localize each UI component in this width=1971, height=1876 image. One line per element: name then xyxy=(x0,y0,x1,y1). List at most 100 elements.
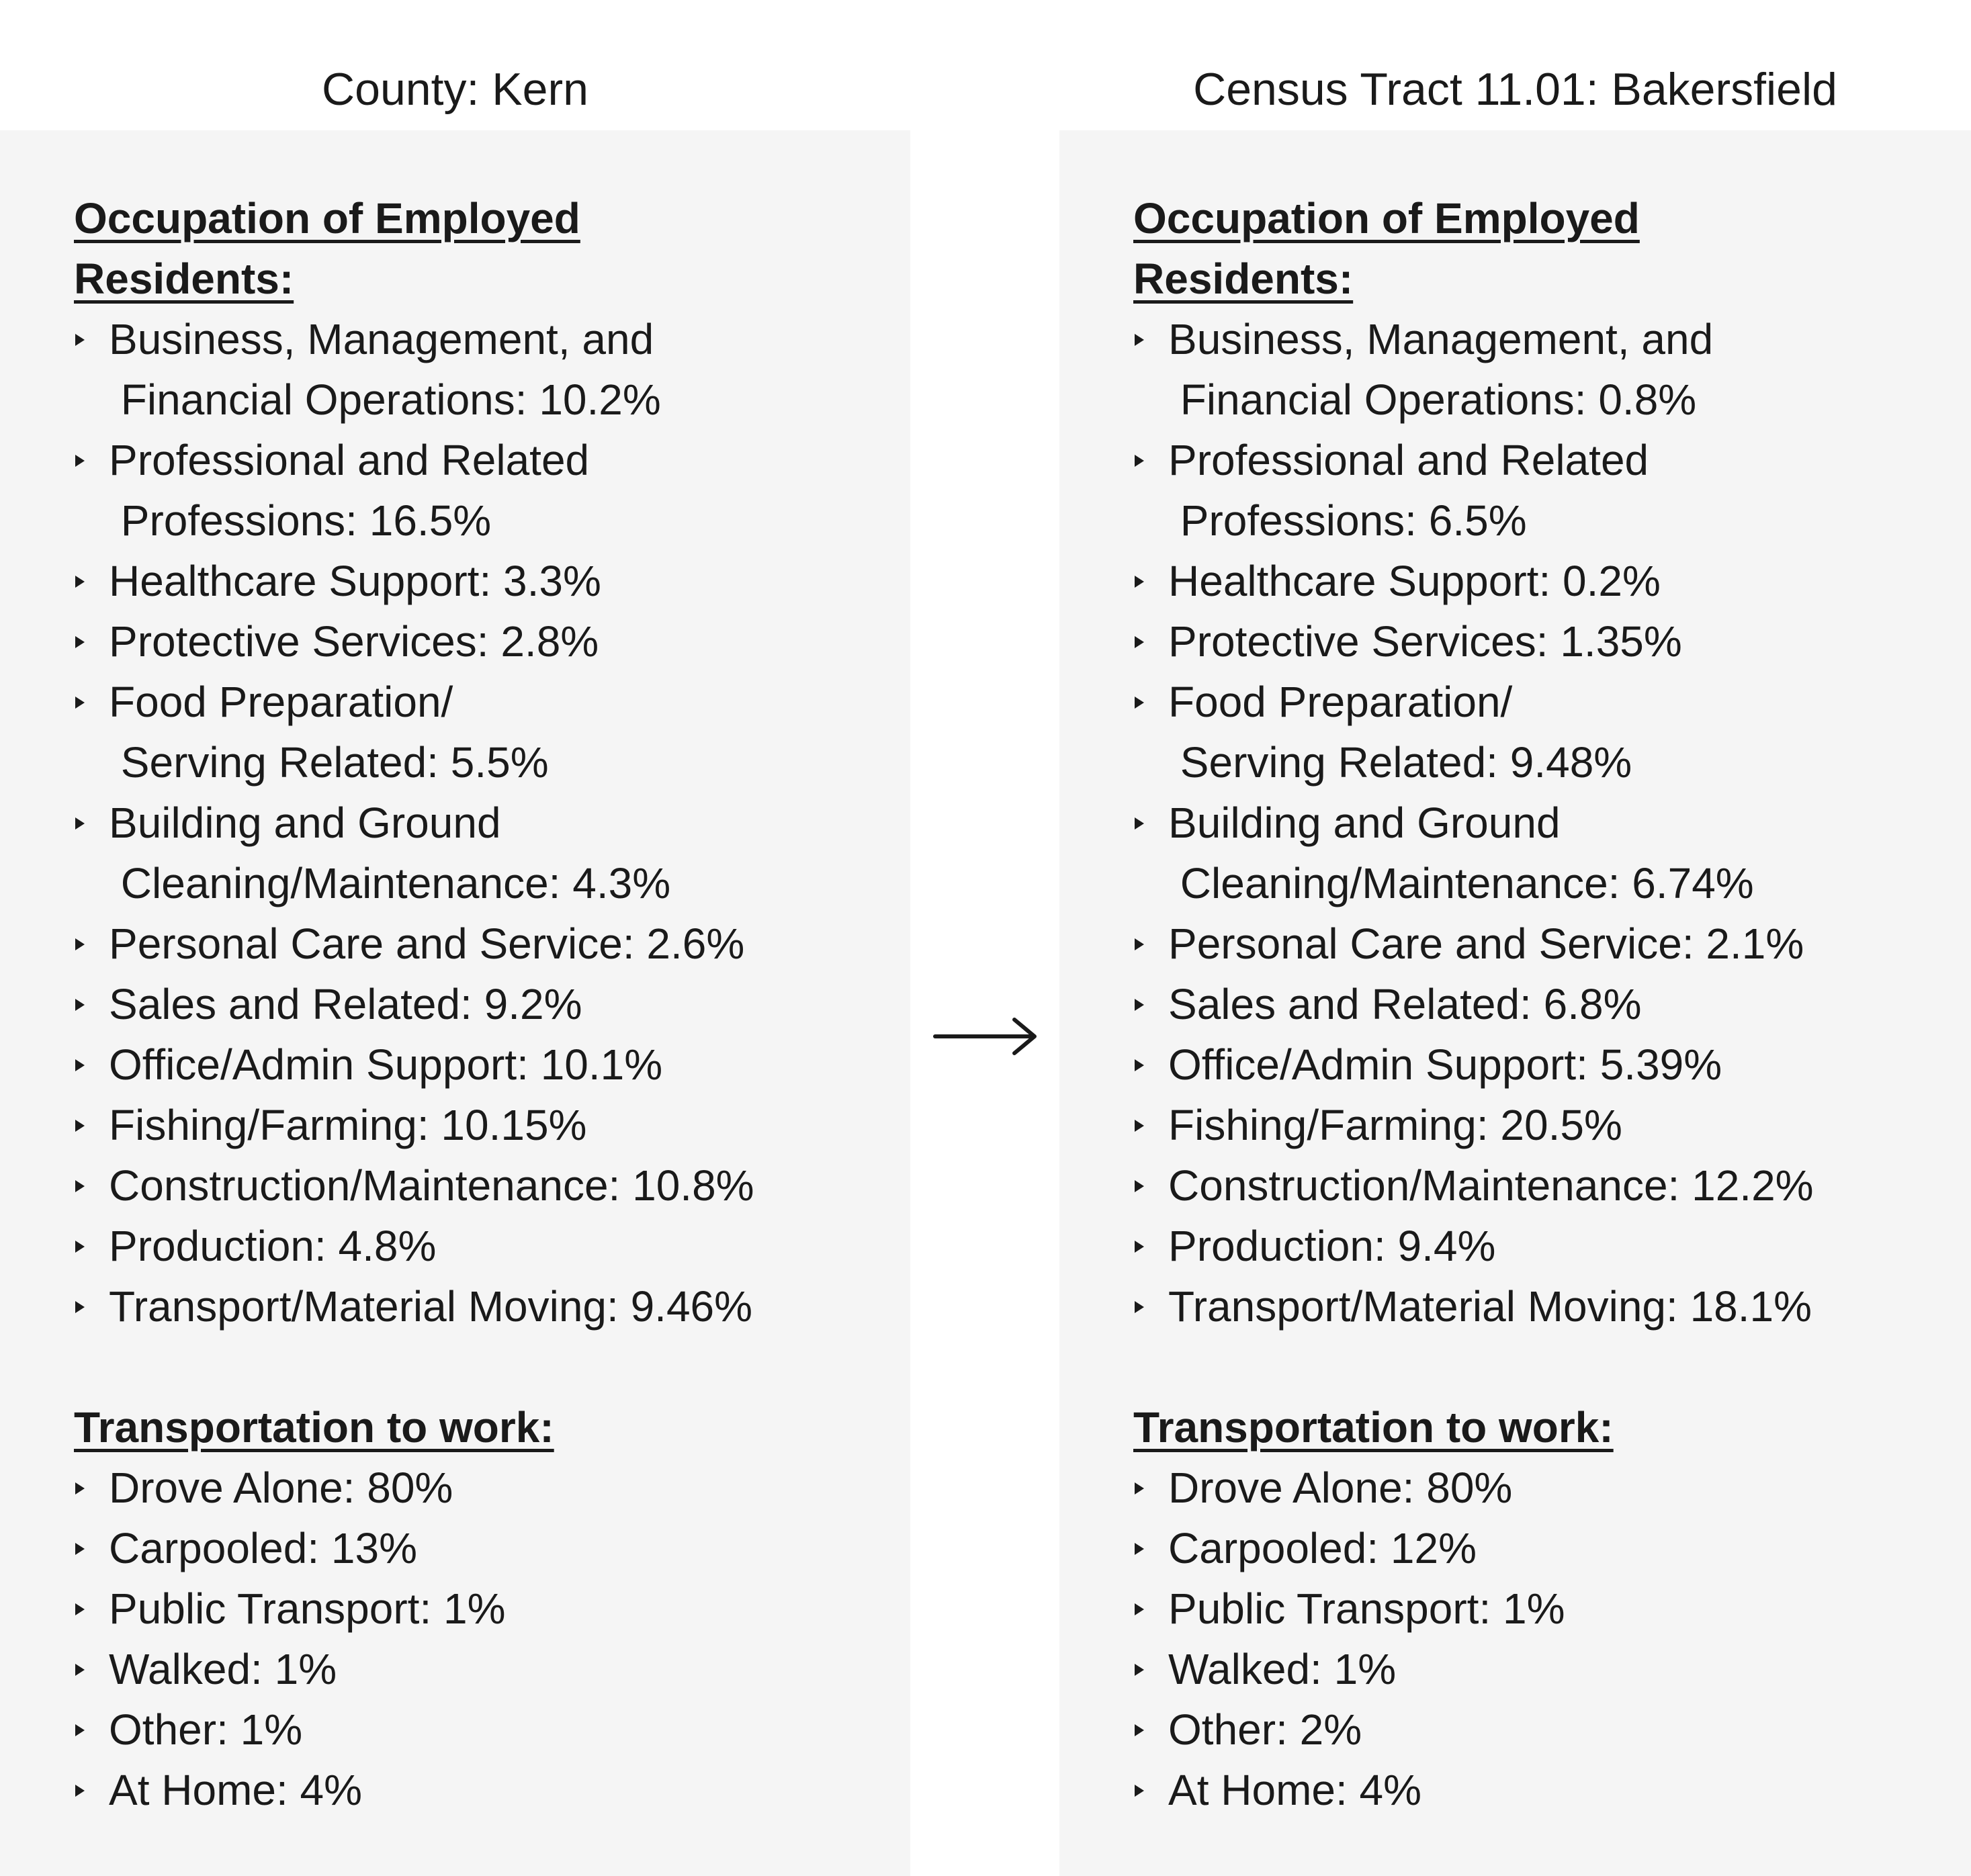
item-text: Transport/Material Moving: 18.1% xyxy=(1168,1282,1812,1331)
bullet-icon xyxy=(1135,455,1144,467)
item-text: Drove Alone: 80% xyxy=(109,1464,453,1512)
item-text: Other: 1% xyxy=(109,1705,303,1754)
item-text: Walked: 1% xyxy=(1168,1645,1397,1693)
bullet-icon xyxy=(75,1785,85,1797)
occupation-item: Transport/Material Moving: 9.46% xyxy=(74,1276,840,1337)
occupation-item: Protective Services: 1.35% xyxy=(1133,611,1899,672)
bullet-icon xyxy=(1135,1120,1144,1132)
occupation-item: Professional and Related Professions: 16… xyxy=(74,430,840,551)
item-text: Construction/Maintenance: 12.2% xyxy=(1168,1161,1814,1210)
census-tract-panel: Occupation of Employed Residents: Busines… xyxy=(1059,130,1971,1876)
item-text: Public Transport: 1% xyxy=(1168,1584,1565,1633)
bullet-icon xyxy=(1135,1301,1144,1313)
bullet-icon xyxy=(1135,334,1144,346)
item-text: Office/Admin Support: 5.39% xyxy=(1168,1040,1722,1089)
item-text: Drove Alone: 80% xyxy=(1168,1464,1513,1512)
bullet-icon xyxy=(1135,1482,1144,1494)
occupation-item: Building and Ground Cleaning/Maintenance… xyxy=(1133,793,1899,913)
item-text: Personal Care and Service: 2.1% xyxy=(1168,920,1804,968)
occupation-item: Fishing/Farming: 10.15% xyxy=(74,1095,840,1155)
transportation-item: Drove Alone: 80% xyxy=(1133,1458,1899,1518)
item-text: Building and Ground Cleaning/Maintenance… xyxy=(109,799,671,907)
occupation-heading: Occupation of Employed Residents: xyxy=(1133,194,1640,303)
bullet-icon xyxy=(75,576,85,588)
bullet-icon xyxy=(75,1180,85,1192)
bullet-icon xyxy=(75,697,85,709)
transportation-item: At Home: 4% xyxy=(74,1760,840,1820)
bullet-icon xyxy=(75,455,85,467)
item-text: Business, Management, and Financial Oper… xyxy=(109,315,661,424)
bullet-icon xyxy=(75,1603,85,1615)
transportation-item: Public Transport: 1% xyxy=(1133,1578,1899,1639)
item-text: Construction/Maintenance: 10.8% xyxy=(109,1161,754,1210)
transportation-item: Other: 1% xyxy=(74,1699,840,1760)
bullet-icon xyxy=(1135,576,1144,588)
county-panel: Occupation of Employed Residents: Busines… xyxy=(0,130,910,1876)
bullet-icon xyxy=(1135,1603,1144,1615)
occupation-item: Protective Services: 2.8% xyxy=(74,611,840,672)
transportation-list: Drove Alone: 80% Carpooled: 13% Public Tra… xyxy=(74,1458,910,1820)
item-text: At Home: 4% xyxy=(109,1766,363,1814)
item-text: Carpooled: 12% xyxy=(1168,1524,1477,1572)
item-text: Protective Services: 1.35% xyxy=(1168,617,1682,666)
item-text: Professional and Related Professions: 16… xyxy=(109,436,590,545)
item-text: Transport/Material Moving: 9.46% xyxy=(109,1282,753,1331)
transportation-item: Walked: 1% xyxy=(1133,1639,1899,1699)
occupation-list: Business, Management, and Financial Oper… xyxy=(1133,309,1971,1337)
item-text: Carpooled: 13% xyxy=(109,1524,417,1572)
item-text: Food Preparation/ Serving Related: 5.5% xyxy=(109,678,549,787)
occupation-item: Sales and Related: 9.2% xyxy=(74,974,840,1034)
item-text: Healthcare Support: 0.2% xyxy=(1168,557,1661,605)
county-title: County: Kern xyxy=(322,64,588,115)
item-text: Sales and Related: 6.8% xyxy=(1168,980,1642,1028)
occupation-item: Fishing/Farming: 20.5% xyxy=(1133,1095,1899,1155)
occupation-item: Business, Management, and Financial Oper… xyxy=(1133,309,1899,430)
bullet-icon xyxy=(75,938,85,950)
occupation-item: Construction/Maintenance: 10.8% xyxy=(74,1155,840,1216)
occupation-item: Construction/Maintenance: 12.2% xyxy=(1133,1155,1899,1216)
transportation-item: Drove Alone: 80% xyxy=(74,1458,840,1518)
bullet-icon xyxy=(75,999,85,1011)
transportation-item: At Home: 4% xyxy=(1133,1760,1899,1820)
bullet-icon xyxy=(75,817,85,830)
bullet-icon xyxy=(1135,1180,1144,1192)
bullet-icon xyxy=(1135,999,1144,1011)
bullet-icon xyxy=(1135,817,1144,830)
bullet-icon xyxy=(1135,1059,1144,1071)
occupation-heading: Occupation of Employed Residents: xyxy=(74,194,580,303)
item-text: Other: 2% xyxy=(1168,1705,1362,1754)
item-text: Professional and Related Professions: 6.… xyxy=(1168,436,1649,545)
transportation-item: Public Transport: 1% xyxy=(74,1578,840,1639)
occupation-item: Production: 4.8% xyxy=(74,1216,840,1276)
occupation-item: Professional and Related Professions: 6.… xyxy=(1133,430,1899,551)
item-text: At Home: 4% xyxy=(1168,1766,1422,1814)
bullet-icon xyxy=(1135,1664,1144,1676)
item-text: Fishing/Farming: 20.5% xyxy=(1168,1101,1622,1149)
transportation-item: Carpooled: 12% xyxy=(1133,1518,1899,1578)
occupation-item: Office/Admin Support: 5.39% xyxy=(1133,1034,1899,1095)
transportation-heading: Transportation to work: xyxy=(1133,1403,1614,1451)
bullet-icon xyxy=(75,636,85,648)
bullet-icon xyxy=(1135,1724,1144,1736)
bullet-icon xyxy=(75,1664,85,1676)
occupation-item: Business, Management, and Financial Oper… xyxy=(74,309,840,430)
bullet-icon xyxy=(1135,1241,1144,1253)
item-text: Personal Care and Service: 2.6% xyxy=(109,920,745,968)
occupation-item: Sales and Related: 6.8% xyxy=(1133,974,1899,1034)
right-arrow-icon xyxy=(933,1018,1037,1055)
occupation-item: Production: 9.4% xyxy=(1133,1216,1899,1276)
item-text: Healthcare Support: 3.3% xyxy=(109,557,601,605)
transportation-item: Carpooled: 13% xyxy=(74,1518,840,1578)
transportation-item: Other: 2% xyxy=(1133,1699,1899,1760)
bullet-icon xyxy=(1135,1785,1144,1797)
item-text: Office/Admin Support: 10.1% xyxy=(109,1040,663,1089)
occupation-item: Personal Care and Service: 2.6% xyxy=(74,913,840,974)
item-text: Fishing/Farming: 10.15% xyxy=(109,1101,587,1149)
bullet-icon xyxy=(75,1120,85,1132)
occupation-item: Personal Care and Service: 2.1% xyxy=(1133,913,1899,974)
bullet-icon xyxy=(75,1543,85,1555)
bullet-icon xyxy=(1135,636,1144,648)
occupation-item: Food Preparation/ Serving Related: 5.5% xyxy=(74,672,840,793)
bullet-icon xyxy=(75,1301,85,1313)
occupation-item: Transport/Material Moving: 18.1% xyxy=(1133,1276,1899,1337)
